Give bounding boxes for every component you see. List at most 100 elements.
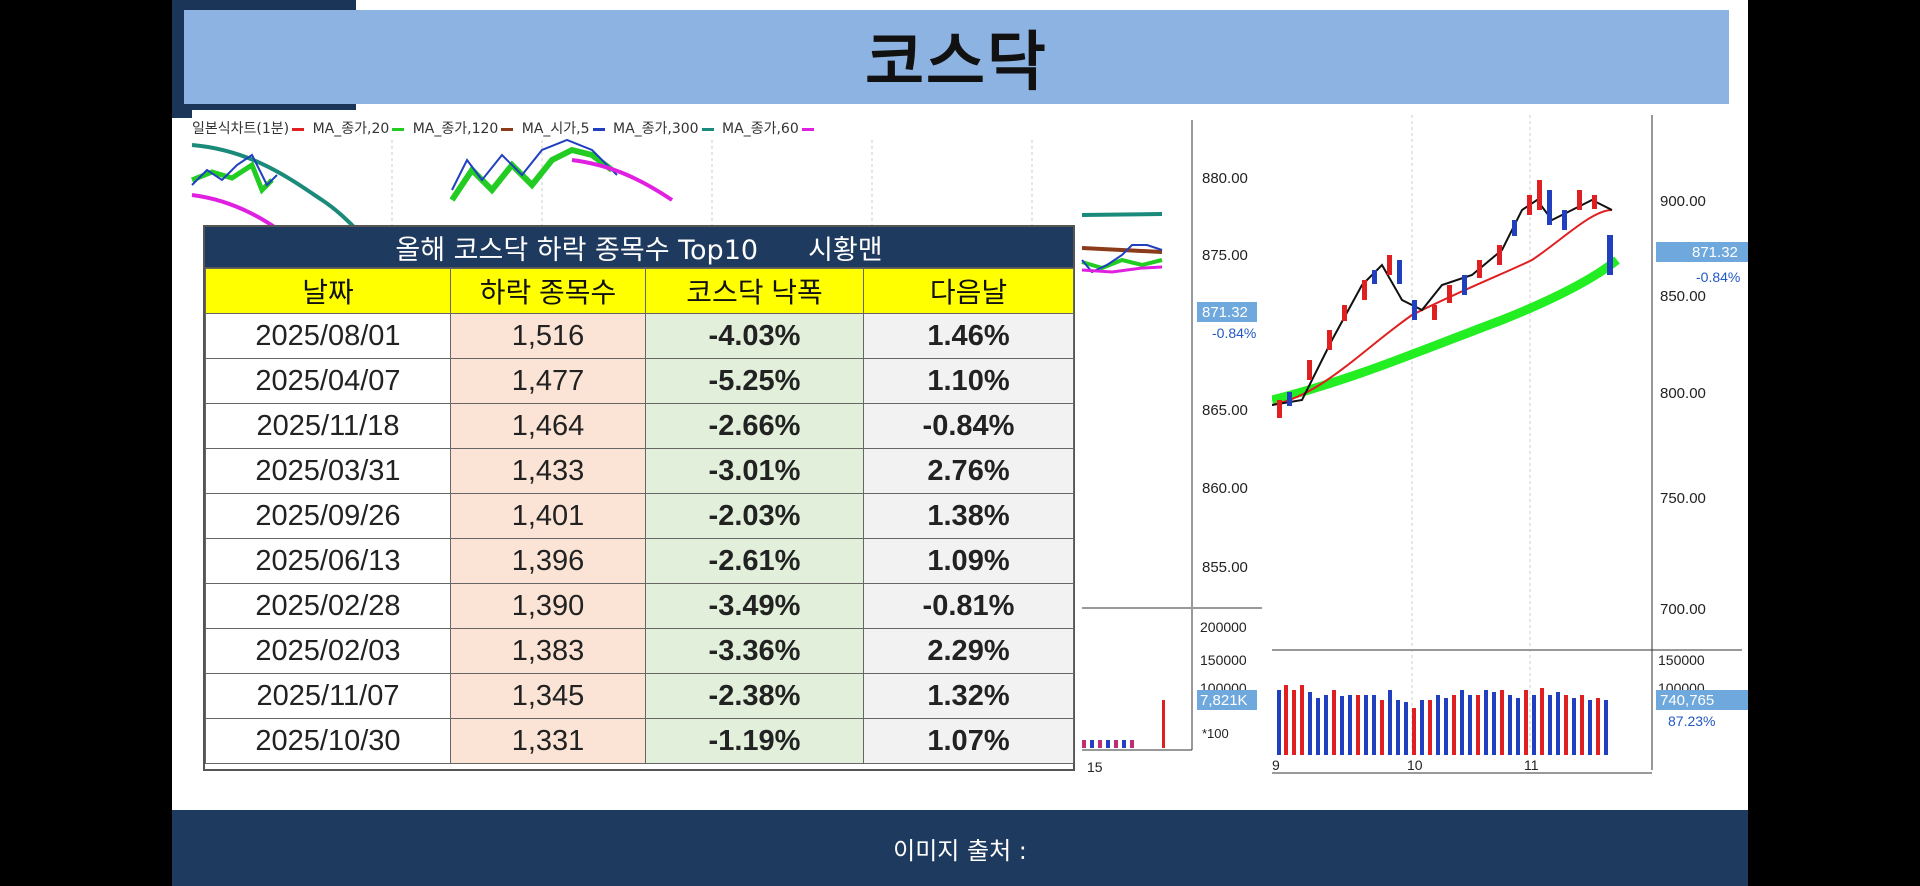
table-row: 2025/11/18 1,464 -2.66% -0.84% bbox=[205, 403, 1074, 449]
cell-date: 2025/03/31 bbox=[205, 448, 451, 494]
cell-next-day: 1.38% bbox=[863, 493, 1074, 539]
volume-tick: 150000 bbox=[1200, 652, 1247, 668]
cell-date: 2025/06/13 bbox=[205, 538, 451, 584]
cell-kosdaq-drop: -2.61% bbox=[645, 538, 864, 584]
cell-decline-count: 1,464 bbox=[450, 403, 646, 449]
column-header-next: 다음날 bbox=[863, 268, 1074, 314]
cell-date: 2025/02/28 bbox=[205, 583, 451, 629]
cell-kosdaq-drop: -2.38% bbox=[645, 673, 864, 719]
cell-date: 2025/11/18 bbox=[205, 403, 451, 449]
table-row: 2025/02/28 1,390 -3.49% -0.81% bbox=[205, 583, 1074, 629]
cell-kosdaq-drop: -4.03% bbox=[645, 313, 864, 359]
legend-item: MA_종가,300 bbox=[613, 121, 714, 137]
price-tick: 750.00 bbox=[1660, 490, 1706, 507]
legend-item: MA_종가,60 bbox=[722, 121, 814, 137]
cell-kosdaq-drop: -3.49% bbox=[645, 583, 864, 629]
legend-label: 일본식차트(1분) bbox=[192, 121, 290, 137]
cell-next-day: 1.10% bbox=[863, 358, 1074, 404]
price-tick: 880.00 bbox=[1202, 170, 1248, 187]
legend-item: 일본식차트(1분) bbox=[192, 121, 305, 137]
current-change: -0.84% bbox=[1212, 325, 1256, 341]
volume-tick: 150000 bbox=[1658, 652, 1705, 668]
cell-decline-count: 1,396 bbox=[450, 538, 646, 584]
cell-kosdaq-drop: -2.66% bbox=[645, 403, 864, 449]
cell-next-day: 1.09% bbox=[863, 538, 1074, 584]
cell-date: 2025/08/01 bbox=[205, 313, 451, 359]
cell-decline-count: 1,383 bbox=[450, 628, 646, 674]
table-row: 2025/03/31 1,433 -3.01% 2.76% bbox=[205, 448, 1074, 494]
table-row: 2025/02/03 1,383 -3.36% 2.29% bbox=[205, 628, 1074, 674]
data-table: 날짜 하락 종목수 코스닥 낙폭 다음날 2025/08/01 1,516 -4.0… bbox=[205, 268, 1074, 764]
cell-kosdaq-drop: -3.36% bbox=[645, 628, 864, 674]
cell-decline-count: 1,345 bbox=[450, 673, 646, 719]
volume-current-tag: 740,765 bbox=[1660, 692, 1714, 709]
legend-label: MA_종가,20 bbox=[312, 121, 390, 137]
cell-date: 2025/11/07 bbox=[205, 673, 451, 719]
table-row: 2025/06/13 1,396 -2.61% 1.09% bbox=[205, 538, 1074, 584]
price-tick: 850.00 bbox=[1660, 288, 1706, 305]
table-title: 올해 코스닥 하락 종목수 Top10 bbox=[395, 234, 759, 266]
volume-tick: 200000 bbox=[1200, 619, 1247, 635]
legend-item: MA_시가,5 bbox=[522, 121, 605, 137]
cell-next-day: 2.29% bbox=[863, 628, 1074, 674]
legend-item: MA_종가,120 bbox=[413, 121, 514, 137]
cell-date: 2025/04/07 bbox=[205, 358, 451, 404]
cell-decline-count: 1,390 bbox=[450, 583, 646, 629]
cell-next-day: -0.84% bbox=[863, 403, 1074, 449]
cell-kosdaq-drop: -5.25% bbox=[645, 358, 864, 404]
slide-title: 코스닥 bbox=[865, 26, 1048, 100]
price-tick: 700.00 bbox=[1660, 601, 1706, 618]
cell-decline-count: 1,477 bbox=[450, 358, 646, 404]
header-row: 날짜 하락 종목수 코스닥 낙폭 다음날 bbox=[205, 268, 1074, 314]
price-tick: 860.00 bbox=[1202, 480, 1248, 497]
cell-kosdaq-drop: -3.01% bbox=[645, 448, 864, 494]
image-source-label: 이미지 출처 : bbox=[893, 836, 1027, 865]
volume-pct: 87.23% bbox=[1668, 713, 1715, 729]
cell-kosdaq-drop: -1.19% bbox=[645, 718, 864, 764]
decline-table: 올해 코스닥 하락 종목수 Top10 시황맨 날짜 하락 종목수 코스닥 낙폭… bbox=[203, 225, 1075, 771]
cell-next-day: 1.32% bbox=[863, 673, 1074, 719]
title-banner: 코스닥 bbox=[184, 10, 1729, 104]
legend-label: MA_종가,300 bbox=[613, 121, 699, 137]
cell-decline-count: 1,433 bbox=[450, 448, 646, 494]
cell-date: 2025/02/03 bbox=[205, 628, 451, 674]
table-row: 2025/11/07 1,345 -2.38% 1.32% bbox=[205, 673, 1074, 719]
cell-next-day: 1.46% bbox=[863, 313, 1074, 359]
current-price-tag: 871.32 bbox=[1692, 244, 1738, 261]
table-row: 2025/09/26 1,401 -2.03% 1.38% bbox=[205, 493, 1074, 539]
price-tick: 900.00 bbox=[1660, 193, 1706, 210]
cell-decline-count: 1,401 bbox=[450, 493, 646, 539]
time-label: 15 bbox=[1087, 759, 1103, 775]
column-header-date: 날짜 bbox=[205, 268, 451, 314]
daily-chart: 900.00 850.00 800.00 750.00 700.00 15000… bbox=[1272, 110, 1748, 780]
price-tick: 855.00 bbox=[1202, 559, 1248, 576]
column-header-count: 하락 종목수 bbox=[450, 268, 646, 314]
cell-kosdaq-drop: -2.03% bbox=[645, 493, 864, 539]
current-price-tag: 871.32 bbox=[1202, 304, 1248, 321]
cell-next-day: 2.76% bbox=[863, 448, 1074, 494]
column-header-drop: 코스닥 낙폭 bbox=[645, 268, 864, 314]
cell-decline-count: 1,331 bbox=[450, 718, 646, 764]
volume-unit: *100 bbox=[1202, 726, 1229, 741]
cell-next-day: -0.81% bbox=[863, 583, 1074, 629]
presentation-slide: 880.00 875.00 865.00 860.00 855.00 20000… bbox=[172, 0, 1748, 886]
cell-next-day: 1.07% bbox=[863, 718, 1074, 764]
cell-date: 2025/10/30 bbox=[205, 718, 451, 764]
legend-item: MA_종가,20 bbox=[313, 121, 405, 137]
table-row: 2025/08/01 1,516 -4.03% 1.46% bbox=[205, 313, 1074, 359]
month-label: 10 bbox=[1407, 757, 1423, 773]
table-row: 2025/04/07 1,477 -5.25% 1.10% bbox=[205, 358, 1074, 404]
legend-label: MA_시가,5 bbox=[521, 121, 590, 137]
month-label: 11 bbox=[1524, 757, 1539, 773]
month-label: 9 bbox=[1272, 757, 1280, 773]
ma-legend: 일본식차트(1분) MA_종가,20 MA_종가,120 MA_시가,5 MA_… bbox=[192, 118, 818, 138]
table-heading: 올해 코스닥 하락 종목수 Top10 시황맨 bbox=[205, 227, 1073, 268]
price-tick: 875.00 bbox=[1202, 247, 1248, 264]
current-change: -0.84% bbox=[1696, 269, 1740, 285]
cell-decline-count: 1,516 bbox=[450, 313, 646, 359]
price-tick: 865.00 bbox=[1202, 402, 1248, 419]
volume-current-tag: 7,821K bbox=[1200, 692, 1248, 709]
legend-label: MA_종가,60 bbox=[722, 121, 799, 137]
footer-bar: 이미지 출처 : bbox=[172, 810, 1748, 886]
cell-date: 2025/09/26 bbox=[205, 493, 451, 539]
